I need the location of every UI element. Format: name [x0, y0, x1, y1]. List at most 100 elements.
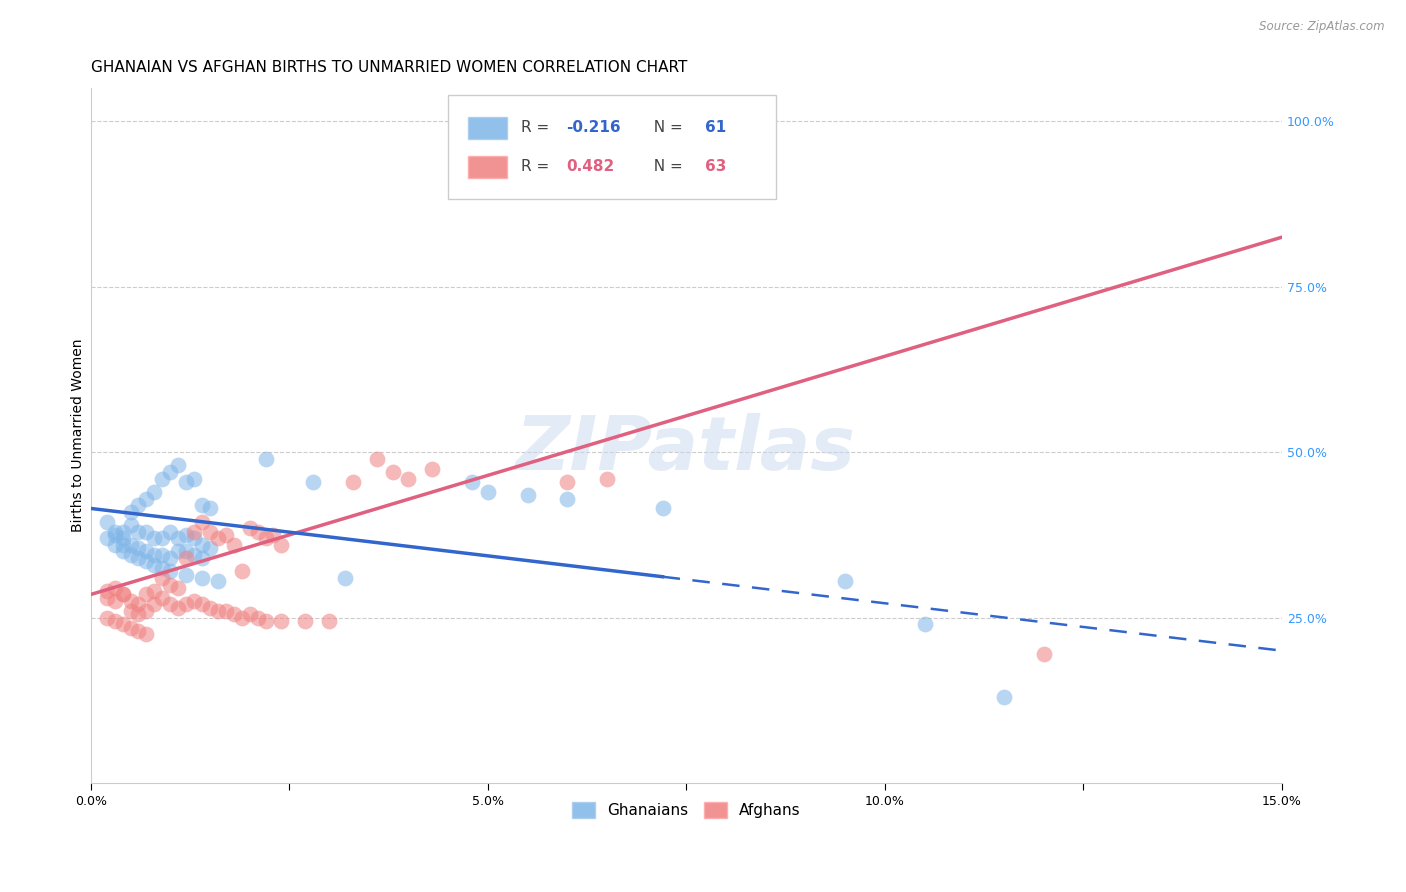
Text: 63: 63 [706, 160, 727, 174]
Point [246, 524, 269, 539]
Point [420, 461, 443, 475]
Point [167, 600, 190, 615]
Point [167, 531, 190, 545]
Point [120, 518, 142, 533]
Point [127, 524, 149, 539]
Point [96, 584, 118, 599]
Point [143, 531, 166, 545]
Point [174, 528, 197, 542]
Point [207, 604, 229, 618]
Point [111, 524, 134, 539]
Point [135, 604, 157, 618]
Point [120, 604, 142, 618]
Point [143, 598, 166, 612]
Point [461, 475, 484, 489]
Point [135, 627, 157, 641]
Point [96, 515, 118, 529]
Point [150, 548, 173, 562]
Point [150, 571, 173, 585]
Legend: Ghanaians, Afghans: Ghanaians, Afghans [567, 796, 807, 824]
Point [159, 524, 181, 539]
Bar [468, 117, 506, 139]
Point [555, 491, 578, 506]
Point [183, 594, 205, 608]
Point [127, 624, 149, 638]
Point [174, 598, 197, 612]
Text: 61: 61 [706, 120, 727, 136]
Point [183, 531, 205, 545]
Point [191, 551, 214, 566]
Point [555, 475, 578, 489]
Point [120, 505, 142, 519]
Point [150, 561, 173, 575]
Point [477, 484, 499, 499]
Point [143, 558, 166, 572]
Text: R =: R = [520, 120, 554, 136]
Point [198, 541, 221, 556]
Point [104, 581, 127, 595]
Point [167, 581, 190, 595]
Point [294, 614, 316, 628]
Text: N =: N = [644, 160, 688, 174]
Point [381, 465, 404, 479]
Point [174, 544, 197, 558]
Point [127, 607, 149, 622]
Point [104, 528, 127, 542]
Point [231, 564, 253, 578]
Point [143, 484, 166, 499]
Point [714, 134, 737, 148]
Point [96, 610, 118, 624]
Point [1032, 647, 1054, 661]
Point [207, 531, 229, 545]
Point [231, 610, 253, 624]
Y-axis label: Births to Unmarried Women: Births to Unmarried Women [72, 339, 86, 533]
Point [120, 621, 142, 635]
Point [135, 554, 157, 568]
Point [254, 614, 277, 628]
Point [366, 451, 388, 466]
Point [191, 571, 214, 585]
Point [150, 472, 173, 486]
Point [135, 491, 157, 506]
Point [191, 515, 214, 529]
Point [262, 528, 284, 542]
Point [191, 498, 214, 512]
Text: Source: ZipAtlas.com: Source: ZipAtlas.com [1260, 20, 1385, 33]
Point [159, 598, 181, 612]
Point [167, 458, 190, 473]
Point [834, 574, 856, 589]
Point [302, 475, 325, 489]
Point [183, 472, 205, 486]
Text: 0.482: 0.482 [567, 160, 614, 174]
Point [111, 587, 134, 601]
Point [993, 690, 1015, 704]
Point [222, 538, 245, 552]
Point [207, 574, 229, 589]
Point [246, 610, 269, 624]
Point [104, 524, 127, 539]
Point [215, 604, 238, 618]
Point [104, 614, 127, 628]
Point [516, 488, 538, 502]
Point [104, 594, 127, 608]
Point [127, 498, 149, 512]
Point [914, 617, 936, 632]
Point [183, 524, 205, 539]
Point [191, 538, 214, 552]
Point [198, 524, 221, 539]
Point [318, 614, 340, 628]
Text: R =: R = [520, 160, 554, 174]
Point [222, 607, 245, 622]
Point [143, 548, 166, 562]
Point [111, 538, 134, 552]
Text: -0.216: -0.216 [567, 120, 620, 136]
Point [342, 475, 364, 489]
Point [120, 538, 142, 552]
Point [159, 465, 181, 479]
Point [111, 587, 134, 601]
Point [174, 475, 197, 489]
Point [127, 551, 149, 566]
Point [135, 544, 157, 558]
FancyBboxPatch shape [449, 95, 776, 200]
Point [270, 538, 292, 552]
